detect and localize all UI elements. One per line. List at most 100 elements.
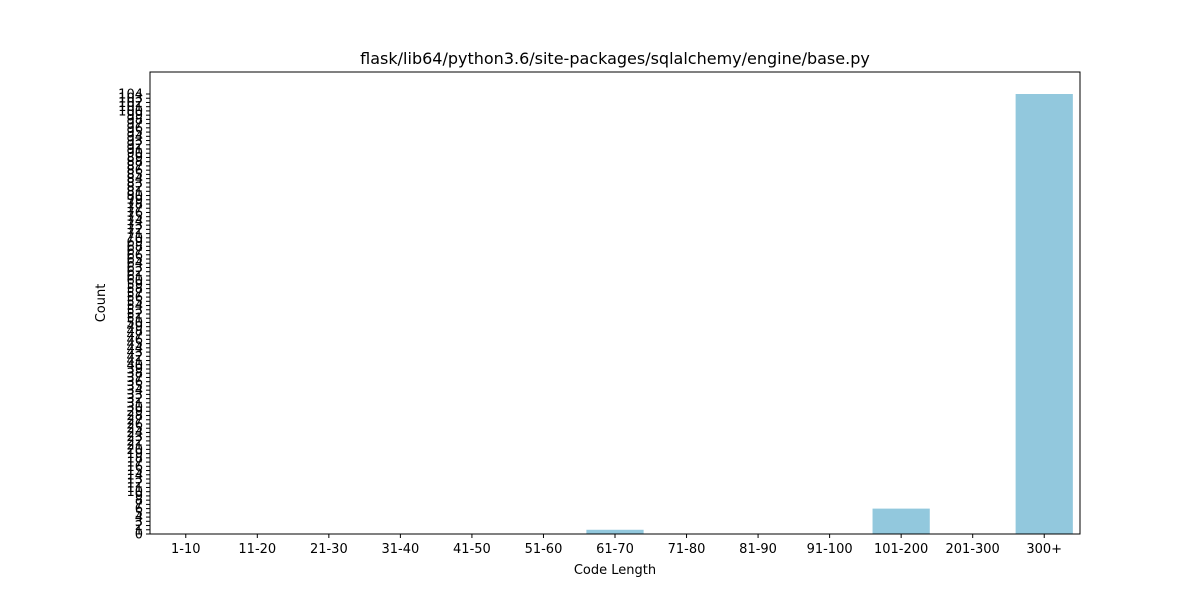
- y-tick-label: 17: [126, 456, 143, 471]
- x-axis: 1-10 11-20 21-30 31-40 41-50 51-60 61-70 71-80 8…: [171, 534, 1062, 557]
- y-tick-label: 51: [126, 312, 143, 327]
- y-tick-label: 86: [126, 164, 143, 179]
- x-tick-label: 81-90: [739, 542, 777, 557]
- y-tick-label: 8: [135, 494, 143, 509]
- y-tick-label: 83: [126, 176, 143, 191]
- y-tick-label: 35: [126, 379, 143, 394]
- y-tick-label: 14: [126, 468, 143, 483]
- bar-101-200: [872, 508, 930, 534]
- y-tick-label: 38: [126, 367, 143, 382]
- y-tick-label: 49: [126, 320, 143, 335]
- y-tick-label: 101: [118, 100, 143, 115]
- y-tick-label: 31: [126, 396, 143, 411]
- x-axis-label: Code Length: [574, 563, 656, 578]
- y-tick-label: 97: [126, 117, 143, 132]
- y-tick-label: 57: [126, 286, 143, 301]
- y-tick-label: 42: [126, 350, 143, 365]
- y-tick-label: 47: [126, 329, 143, 344]
- y-tick-label: 0: [135, 528, 143, 543]
- plot-frame: [149, 71, 1081, 535]
- y-tick-label: 26: [126, 418, 143, 433]
- x-tick-label: 51-60: [525, 542, 563, 557]
- y-tick-label: 102: [118, 96, 143, 111]
- y-tick-label: 76: [126, 206, 143, 221]
- y-tick-label: 73: [126, 219, 143, 234]
- y-tick-label: 93: [126, 134, 143, 149]
- y-tick-label: 33: [126, 388, 143, 403]
- x-tick-label: 201-300: [946, 542, 1000, 557]
- y-tick-label: 98: [126, 113, 143, 128]
- y-tick-label: 100: [118, 104, 143, 119]
- y-tick-label: 70: [126, 231, 143, 246]
- y-tick-label: 66: [126, 248, 143, 263]
- y-tick-label: 32: [126, 392, 143, 407]
- y-tick-label: 68: [126, 240, 143, 255]
- x-tick-label: 61-70: [596, 542, 634, 557]
- y-tick-label: 69: [126, 236, 143, 251]
- y-tick-label: 62: [126, 265, 143, 280]
- y-tick-label: 40: [126, 358, 143, 373]
- y-tick-label: 27: [126, 413, 143, 428]
- y-tick-label: 80: [126, 189, 143, 204]
- x-tick-label: 21-30: [310, 542, 348, 557]
- y-axis-label: Count: [94, 284, 109, 323]
- y-tick-label: 11: [126, 481, 143, 496]
- bars-group: [586, 94, 1073, 534]
- x-tick-label: 91-100: [807, 542, 853, 557]
- y-tick-label: 29: [126, 405, 143, 420]
- y-tick-label: 3: [135, 515, 143, 530]
- y-tick-label: 72: [126, 223, 143, 238]
- bar-61-70: [586, 529, 644, 534]
- x-tick-label: 1-10: [171, 542, 201, 557]
- y-tick-label: 65: [126, 253, 143, 268]
- y-tick-label: 85: [126, 168, 143, 183]
- y-tick-label: 23: [126, 430, 143, 445]
- y-tick-label: 53: [126, 303, 143, 318]
- y-tick-label: 103: [118, 92, 143, 107]
- y-tick-label: 20: [126, 443, 143, 458]
- y-tick-label: 41: [126, 354, 143, 369]
- y-tick-label: 9: [135, 489, 143, 504]
- y-tick-label: 90: [126, 147, 143, 162]
- y-tick-label: 94: [126, 130, 143, 145]
- y-tick-label: 2: [135, 519, 143, 534]
- y-tick-label: 96: [126, 121, 143, 136]
- y-tick-label: 48: [126, 324, 143, 339]
- y-tick-label: 24: [126, 426, 143, 441]
- y-tick-label: 43: [126, 346, 143, 361]
- y-tick-label: 54: [126, 299, 143, 314]
- y-tick-label: 45: [126, 337, 143, 352]
- y-tick-label: 99: [126, 109, 143, 124]
- y-tick-label: 81: [126, 185, 143, 200]
- y-tick-label: 78: [126, 198, 143, 213]
- y-tick-label: 16: [126, 460, 143, 475]
- x-tick-label: 31-40: [381, 542, 419, 557]
- y-axis: 0123456789101112131415161718192021222324…: [118, 88, 150, 543]
- y-tick-label: 52: [126, 308, 143, 323]
- y-tick-label: 13: [126, 473, 143, 488]
- y-tick-label: 34: [126, 384, 143, 399]
- y-tick-label: 39: [126, 363, 143, 378]
- y-tick-label: 25: [126, 422, 143, 437]
- y-tick-label: 58: [126, 282, 143, 297]
- y-tick-label: 55: [126, 295, 143, 310]
- y-tick-label: 91: [126, 143, 143, 158]
- y-tick-label: 82: [126, 181, 143, 196]
- y-tick-label: 5: [135, 506, 143, 521]
- x-tick-label: 101-200: [874, 542, 928, 557]
- y-tick-label: 50: [126, 316, 143, 331]
- y-tick-label: 77: [126, 202, 143, 217]
- y-tick-label: 46: [126, 333, 143, 348]
- y-tick-label: 79: [126, 193, 143, 208]
- y-tick-label: 1: [135, 523, 143, 538]
- y-tick-label: 87: [126, 159, 143, 174]
- y-tick-label: 89: [126, 151, 143, 166]
- y-tick-label: 56: [126, 291, 143, 306]
- y-tick-label: 21: [126, 439, 143, 454]
- y-tick-label: 74: [126, 214, 143, 229]
- y-tick-label: 104: [118, 88, 143, 103]
- y-tick-label: 15: [126, 464, 143, 479]
- y-tick-label: 28: [126, 409, 143, 424]
- y-tick-label: 67: [126, 244, 143, 259]
- y-tick-label: 59: [126, 278, 143, 293]
